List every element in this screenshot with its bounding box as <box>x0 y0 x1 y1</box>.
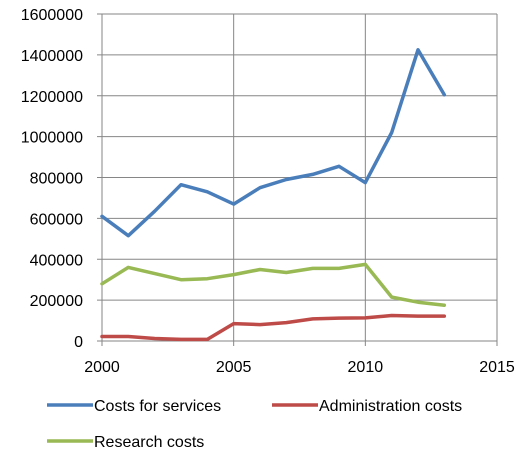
axes <box>97 13 498 346</box>
legend-label-0: Costs for services <box>94 398 221 415</box>
y-tick-label: 400000 <box>30 252 83 269</box>
x-tick-label: 2000 <box>84 359 120 376</box>
series-lines <box>100 48 447 342</box>
tick-labels: 0 200000 400000 600000 800000 1000000 1200000 1… <box>21 7 515 376</box>
x-tick-label: 2005 <box>216 359 252 376</box>
series-line-0 <box>100 48 447 238</box>
series-line-2 <box>100 262 447 307</box>
y-tick-label: 1400000 <box>21 48 83 65</box>
legend-label-1: Administration costs <box>319 398 462 415</box>
x-tick-label: 2010 <box>348 359 384 376</box>
grid <box>102 13 498 341</box>
y-tick-label: 600000 <box>30 211 83 228</box>
legend-label-2: Research costs <box>94 434 204 451</box>
x-tick-label: 2015 <box>479 359 515 376</box>
y-tick-label: 1000000 <box>21 130 83 147</box>
y-tick-label: 200000 <box>30 293 83 310</box>
y-tick-label: 1200000 <box>21 89 83 106</box>
y-tick-label: 0 <box>74 334 83 351</box>
y-tick-label: 800000 <box>30 171 83 188</box>
legend: Costs for services Administration costs Re… <box>47 398 462 451</box>
series-line-1 <box>100 313 447 342</box>
y-tick-label: 1600000 <box>21 7 83 24</box>
